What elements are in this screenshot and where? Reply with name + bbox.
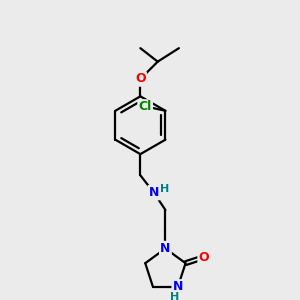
Text: N: N: [173, 280, 183, 293]
Text: H: H: [160, 184, 169, 194]
Text: O: O: [135, 73, 146, 85]
Text: N: N: [149, 186, 159, 199]
Text: N: N: [160, 242, 171, 255]
Text: H: H: [170, 292, 180, 300]
Text: O: O: [199, 251, 209, 264]
Text: Cl: Cl: [139, 100, 152, 113]
